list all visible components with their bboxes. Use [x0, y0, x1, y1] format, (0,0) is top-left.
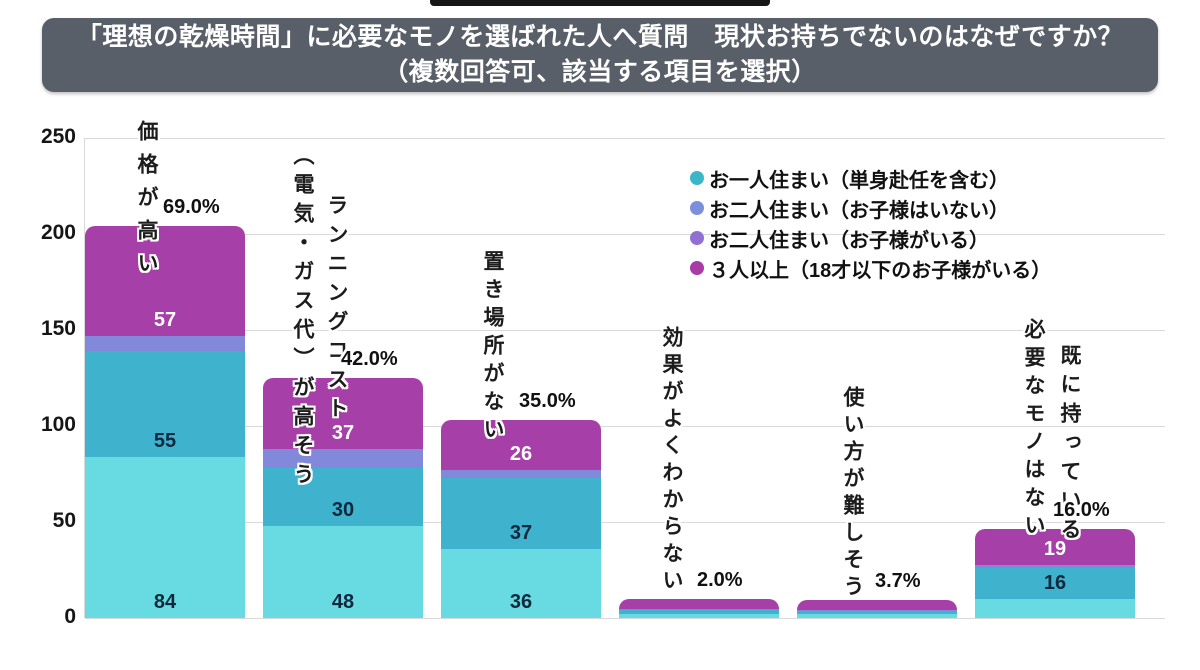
percent-label: 3.7%	[875, 569, 921, 592]
category-label: 価格が高い	[135, 120, 158, 285]
legend: お一人住まい（単身赴任を含む） お二人住まい（お子様はいない） お二人住まい（お子様…	[690, 163, 1160, 283]
segment-value-label: 19	[1043, 538, 1067, 561]
gridline-200	[85, 234, 1165, 235]
bar-segment	[85, 351, 245, 457]
y-tick-100: 100	[40, 413, 76, 436]
bar-segment	[797, 610, 957, 612]
legend-item: お一人住まい（単身赴任を含む）	[690, 163, 1160, 193]
y-tick-0: 0	[64, 605, 76, 628]
segment-value-label: 84	[153, 591, 177, 613]
legend-dot-icon	[690, 171, 704, 185]
percent-label: 2.0%	[697, 568, 743, 591]
bar-segment	[797, 599, 957, 611]
gridline-50	[85, 522, 1165, 523]
bar-segment	[85, 335, 245, 352]
segment-value-label: 16	[1043, 571, 1067, 594]
bar-segment	[975, 568, 1135, 599]
bar-segment	[797, 611, 957, 615]
category-label: 置き場所がない	[481, 250, 504, 446]
gridline-150	[85, 330, 1165, 331]
bar-segment	[263, 378, 423, 450]
bar-segment	[619, 610, 779, 615]
segment-value-label: 37	[509, 521, 533, 544]
legend-item: お二人住まい（お子様がいる）	[690, 223, 1160, 253]
bar-segment	[619, 614, 779, 618]
segment-value-label: 37	[331, 422, 355, 445]
percent-label: 69.0%	[163, 196, 220, 219]
chart-title-line2: （複数回答可、該当する項目を選択）	[383, 58, 817, 86]
segment-value-label: 36	[509, 591, 533, 613]
category-label: （電気・ガス代）が高そう	[291, 144, 314, 492]
segment-value-label: 57	[153, 308, 177, 331]
legend-label: お二人住まい（お子様はいない）	[709, 199, 1009, 222]
bar-segment	[263, 449, 423, 469]
bar-segment	[441, 420, 601, 471]
gridline-250	[85, 138, 1165, 139]
chart-title-box: 「理想の乾燥時間」に必要なモノを選ばれた人へ質問 現状お持ちでないのはなぜですか…	[42, 18, 1158, 92]
legend-label: ３人以上（18才以下のお子様がいる）	[709, 259, 1052, 282]
legend-dot-icon	[690, 261, 704, 275]
category-label: ランニングコスト	[325, 194, 348, 426]
bar-segment	[619, 598, 779, 610]
bar-segment	[975, 565, 1135, 569]
y-tick-50: 50	[52, 509, 76, 532]
legend-dot-icon	[690, 201, 704, 215]
y-tick-250: 250	[40, 125, 76, 148]
bar-segment	[441, 477, 601, 549]
category-label: 使い方が難しそう	[841, 386, 864, 602]
bar-segment	[619, 609, 779, 611]
legend-item: ３人以上（18才以下のお子様がいる）	[690, 253, 1160, 283]
bar-segment	[263, 468, 423, 526]
category-label: 既に持っている	[1058, 344, 1081, 547]
category-label: 必要なモノはない	[1022, 318, 1045, 542]
segment-value-label: 26	[509, 443, 533, 466]
segment-value-label: 30	[331, 498, 355, 521]
legend-label: お一人住まい（単身赴任を含む）	[709, 169, 1009, 192]
y-axis-line	[84, 138, 85, 618]
percent-label: 16.0%	[1053, 498, 1110, 521]
bar-segment	[85, 226, 245, 336]
gridline-100	[85, 426, 1165, 427]
segment-value-label: 55	[153, 429, 177, 452]
percent-label: 35.0%	[519, 390, 576, 413]
bar-segment	[797, 614, 957, 618]
bar-segment	[263, 525, 423, 618]
bar-segment	[975, 598, 1135, 618]
percent-label: 42.0%	[341, 348, 398, 370]
bar-segment	[441, 470, 601, 478]
category-label: 効果がよくわからない	[660, 326, 683, 596]
top-cropped-bar	[430, 0, 770, 6]
y-tick-200: 200	[40, 221, 76, 244]
bar-segment	[441, 548, 601, 618]
y-tick-150: 150	[40, 317, 76, 340]
bar-segment	[85, 456, 245, 618]
legend-item: お二人住まい（お子様はいない）	[690, 193, 1160, 223]
legend-label: お二人住まい（お子様がいる）	[709, 229, 989, 252]
bar-segment	[975, 528, 1135, 566]
legend-dot-icon	[690, 231, 704, 245]
segment-value-label: 48	[331, 591, 355, 613]
gridline-0	[85, 618, 1165, 619]
chart-title-line1: 「理想の乾燥時間」に必要なモノを選ばれた人へ質問 現状お持ちでないのはなぜですか…	[76, 23, 1124, 51]
